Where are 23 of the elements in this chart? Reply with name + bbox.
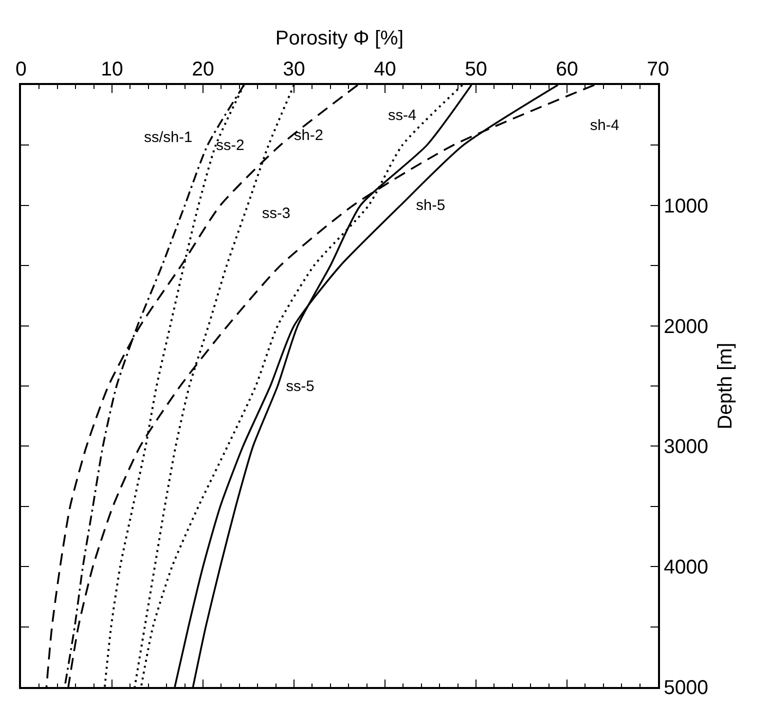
- y-tick-label: 3000: [664, 436, 708, 458]
- x-tick-label: 0: [15, 58, 27, 80]
- y-tick-label: 2000: [664, 316, 708, 338]
- y-axis-title: Depth [m]: [714, 342, 736, 430]
- x-axis-title: Porosity Φ [%]: [275, 27, 404, 50]
- series-label: ss-2: [216, 137, 244, 154]
- x-tick-label: 20: [192, 58, 214, 80]
- x-tick-label: 70: [646, 58, 670, 80]
- series-label: ss-5: [286, 378, 314, 395]
- series-label: ss-3: [262, 205, 290, 222]
- series-label: sh-4: [590, 117, 620, 134]
- y-tick-label: 5000: [664, 677, 708, 699]
- y-tick-label: 1000: [664, 195, 708, 218]
- series-label: sh-2: [294, 127, 324, 144]
- x-tick-label: 60: [556, 58, 578, 80]
- series-label: ss/sh-1: [144, 129, 192, 146]
- series-label: ss-4: [388, 107, 416, 124]
- x-tick-label: 40: [374, 58, 396, 80]
- x-tick-label: 30: [282, 58, 306, 80]
- series-label: sh-5: [416, 197, 446, 214]
- x-tick-label: 10: [100, 58, 124, 80]
- x-tick-label: 50: [464, 58, 488, 80]
- y-tick-label: 4000: [664, 556, 708, 579]
